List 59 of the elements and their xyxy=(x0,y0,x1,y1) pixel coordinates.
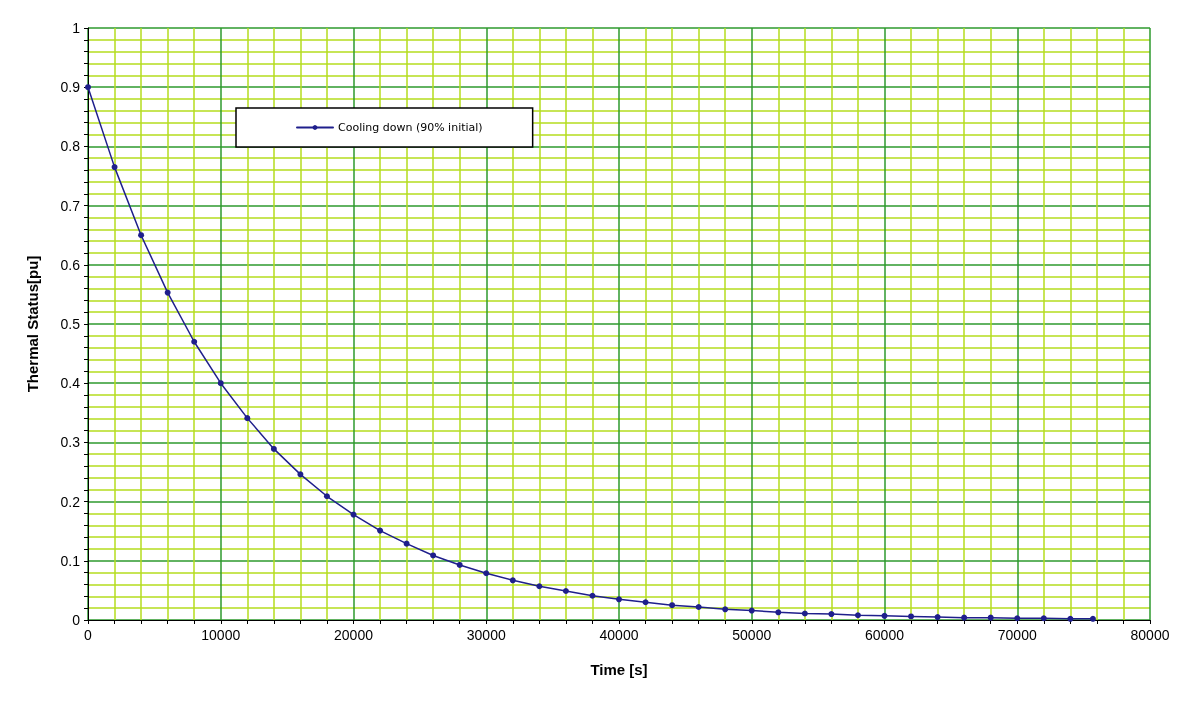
point xyxy=(111,164,118,171)
point xyxy=(908,613,915,620)
point xyxy=(377,527,384,534)
y-tick-label: 0.6 xyxy=(60,256,81,273)
point xyxy=(1040,615,1047,622)
x-tick-label: 60000 xyxy=(865,627,905,643)
point xyxy=(456,561,463,568)
point xyxy=(536,583,543,590)
x-tick-label: 0 xyxy=(84,627,93,643)
y-tick-label: 0.9 xyxy=(60,79,81,96)
y-tick-label: 0.2 xyxy=(60,493,81,510)
point xyxy=(1014,615,1021,622)
point xyxy=(801,610,808,617)
point xyxy=(1089,615,1096,622)
point xyxy=(775,609,782,616)
y-axis-title: Thermal Status[pu] xyxy=(24,255,41,393)
x-tick-label: 40000 xyxy=(599,627,639,643)
legend-label: Cooling down (90% initial) xyxy=(338,121,483,134)
point xyxy=(828,611,835,618)
point xyxy=(217,380,224,387)
point xyxy=(430,552,437,559)
y-tick-label: 0.8 xyxy=(60,138,81,155)
point xyxy=(138,232,145,239)
point xyxy=(562,587,569,594)
point xyxy=(987,614,994,621)
point xyxy=(722,606,729,613)
x-tick-label: 20000 xyxy=(334,627,374,643)
point xyxy=(642,599,649,606)
point xyxy=(509,577,516,584)
point xyxy=(403,540,410,547)
point xyxy=(244,415,251,422)
point xyxy=(934,614,941,621)
y-tick-label: 0.3 xyxy=(60,434,81,451)
point xyxy=(854,612,861,619)
point xyxy=(1067,615,1074,622)
y-tick-label: 0.5 xyxy=(60,316,81,332)
x-axis-title: Time [s] xyxy=(590,661,648,678)
point xyxy=(589,592,596,599)
point xyxy=(191,338,198,345)
point xyxy=(164,289,171,296)
x-tick-label: 50000 xyxy=(732,627,772,643)
x-tick-label: 70000 xyxy=(997,627,1037,643)
point xyxy=(483,570,490,577)
y-tick-label: 0 xyxy=(72,612,81,628)
point xyxy=(695,603,702,610)
y-tick-label: 0.7 xyxy=(60,197,81,214)
point xyxy=(616,596,622,603)
point xyxy=(297,471,304,478)
y-tick-label: 0.1 xyxy=(60,552,81,569)
x-tick-label: 30000 xyxy=(466,627,506,643)
point xyxy=(323,493,330,500)
x-tick-label: 10000 xyxy=(201,627,241,643)
x-tick-label: 80000 xyxy=(1130,627,1170,643)
point xyxy=(669,602,676,609)
point xyxy=(961,614,968,621)
y-tick-label: 1 xyxy=(72,20,81,36)
point xyxy=(270,445,277,452)
y-tick-label: 0.4 xyxy=(60,375,81,392)
point xyxy=(881,612,888,619)
